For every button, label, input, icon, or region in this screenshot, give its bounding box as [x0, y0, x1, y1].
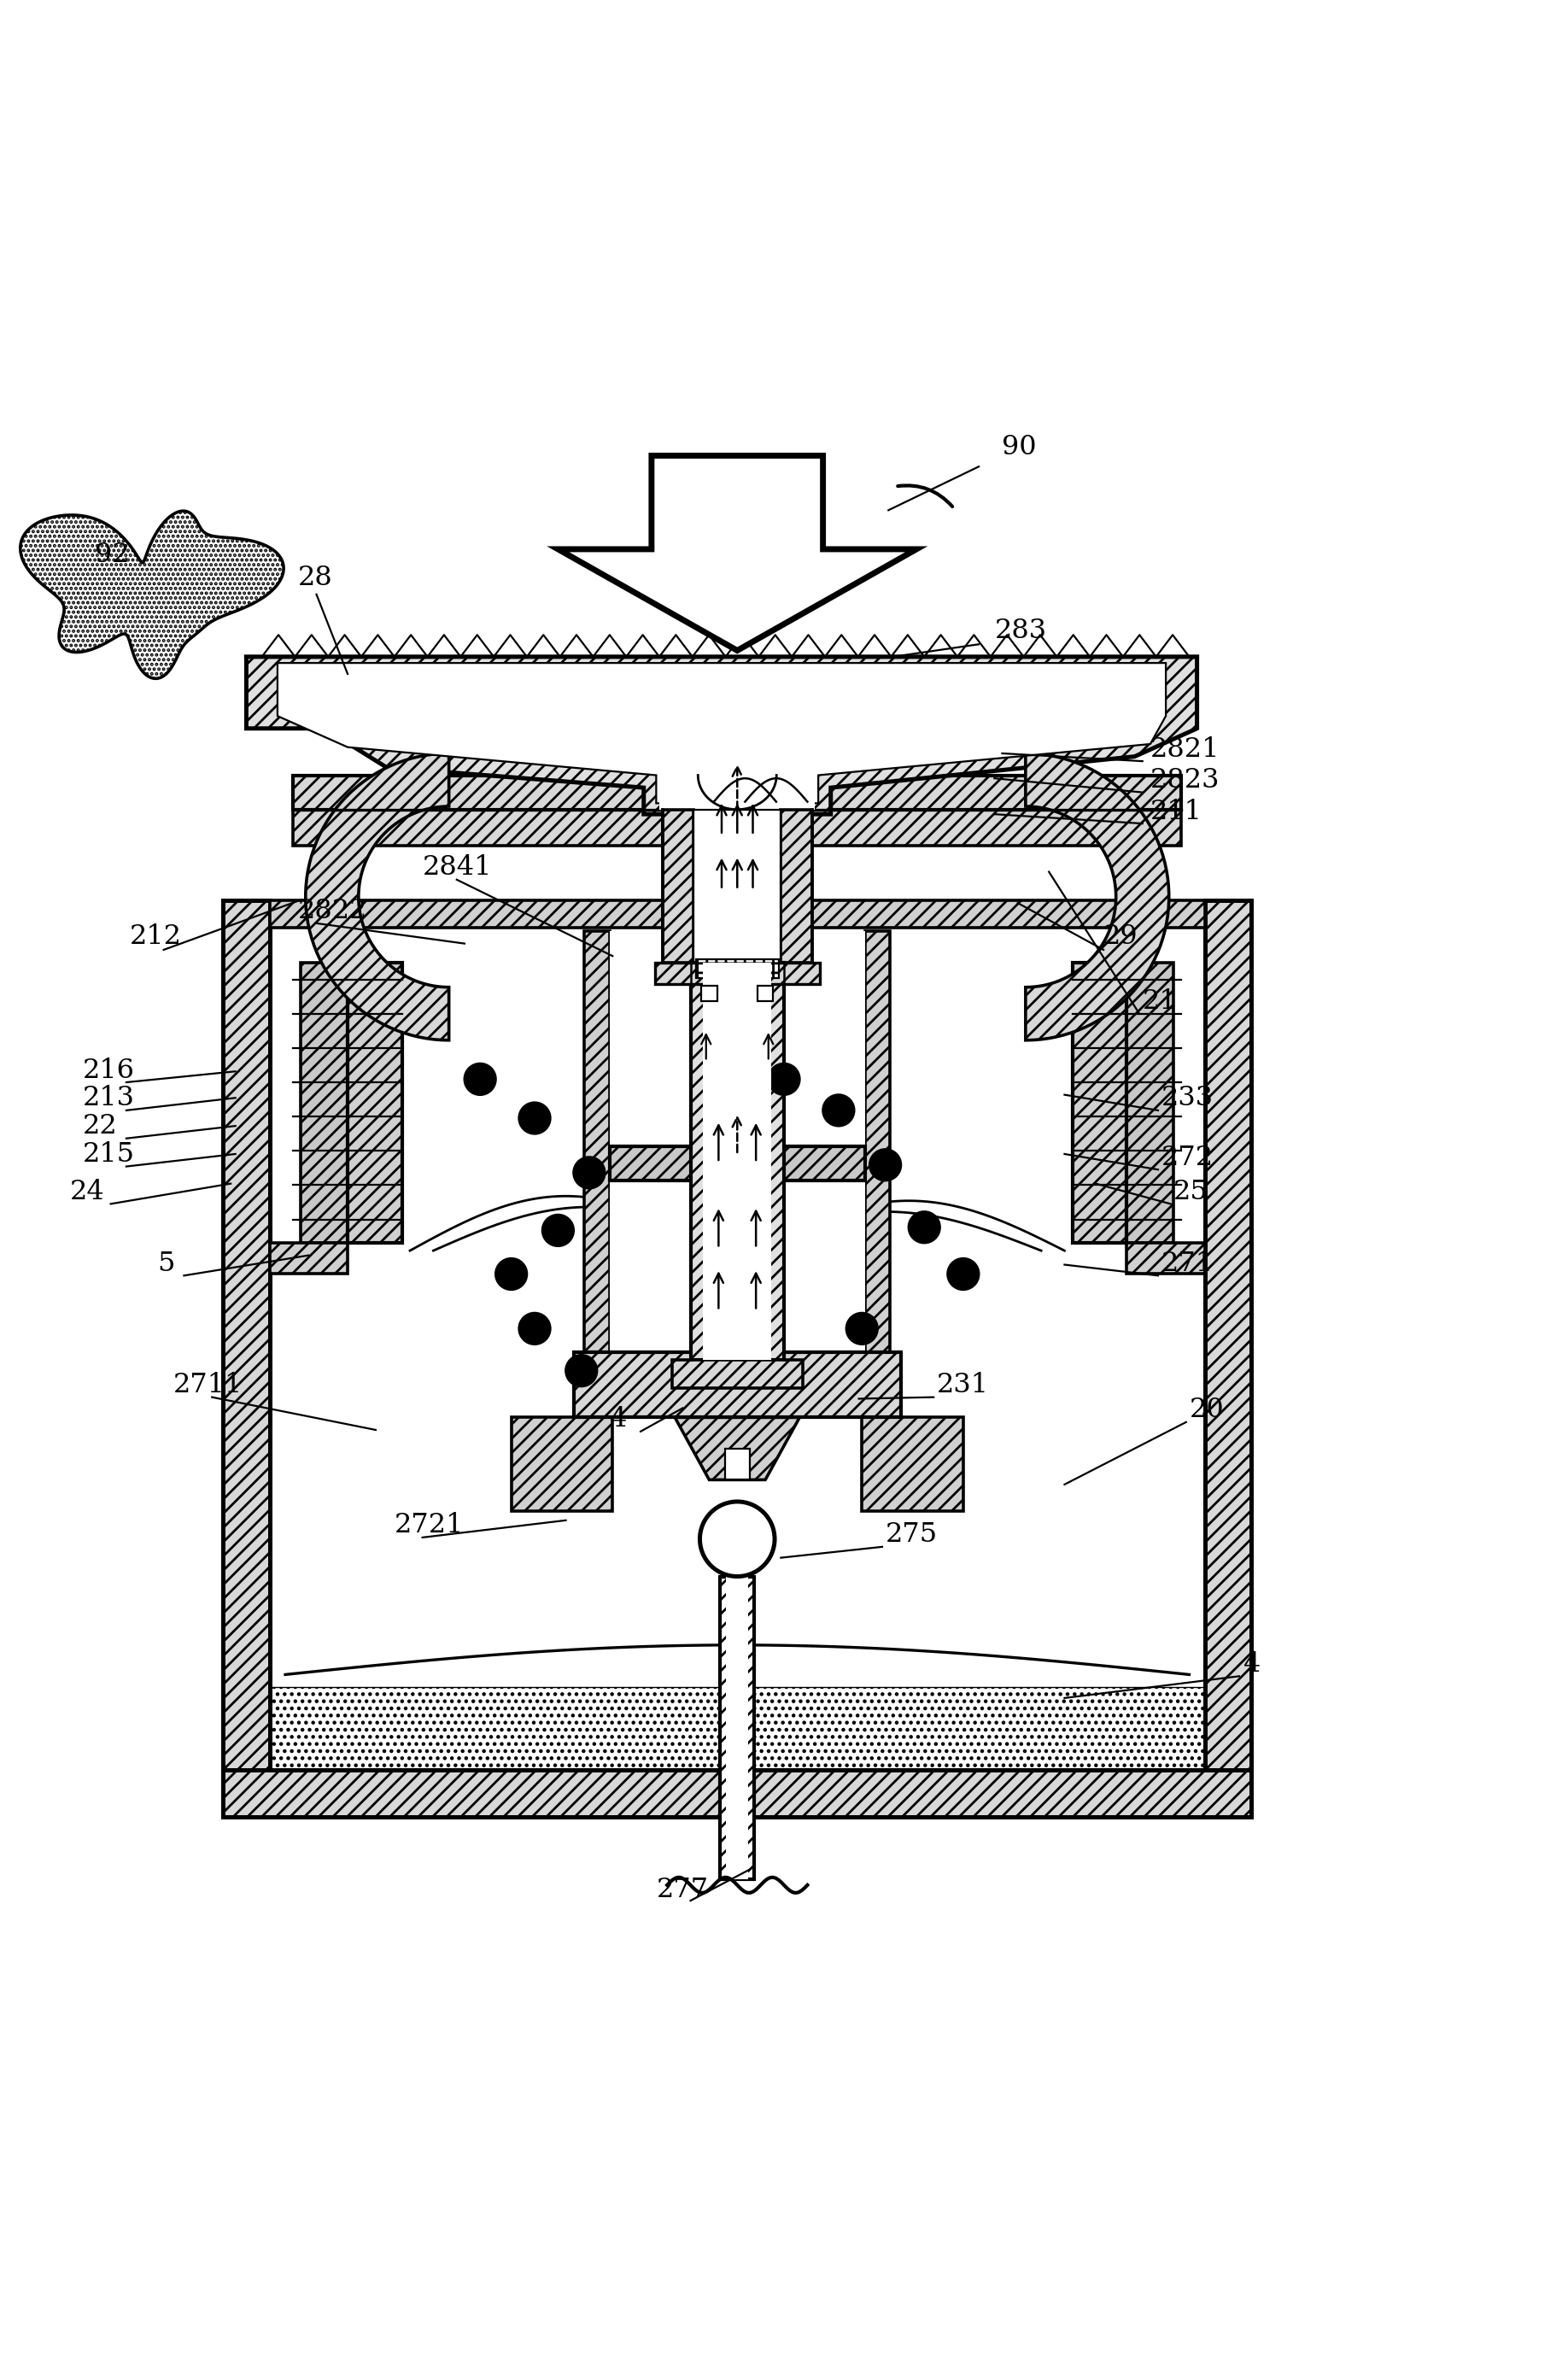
Text: 271: 271	[1162, 1251, 1214, 1277]
Polygon shape	[306, 753, 448, 1041]
Polygon shape	[781, 810, 812, 963]
Polygon shape	[293, 774, 1181, 810]
Text: 277: 277	[655, 1877, 709, 1903]
Text: 231: 231	[936, 1372, 989, 1398]
Bar	[724, 1450, 750, 1480]
Text: 2721: 2721	[395, 1513, 464, 1539]
Circle shape	[566, 1355, 597, 1386]
Text: 2841: 2841	[422, 855, 492, 881]
Text: 216: 216	[83, 1058, 135, 1084]
Polygon shape	[278, 663, 1167, 803]
Text: 92: 92	[96, 541, 130, 567]
Polygon shape	[862, 1417, 963, 1511]
Polygon shape	[1073, 963, 1127, 1242]
Text: 2823: 2823	[1151, 767, 1220, 793]
Text: 275: 275	[886, 1520, 938, 1549]
Polygon shape	[270, 900, 1204, 928]
Circle shape	[823, 1096, 855, 1126]
Circle shape	[870, 1150, 902, 1180]
Circle shape	[519, 1313, 550, 1343]
Polygon shape	[720, 1577, 754, 1879]
Circle shape	[574, 1157, 605, 1188]
Text: 213: 213	[83, 1086, 135, 1112]
Polygon shape	[1204, 900, 1251, 1771]
Circle shape	[768, 1062, 800, 1096]
Bar	[610, 930, 866, 1376]
Polygon shape	[223, 900, 270, 1771]
Circle shape	[519, 1103, 550, 1133]
Bar	[726, 1577, 748, 1879]
Polygon shape	[246, 656, 1196, 815]
Text: 21: 21	[1143, 989, 1178, 1015]
Text: 212: 212	[130, 923, 182, 949]
Bar	[659, 730, 815, 810]
Text: 272: 272	[1162, 1145, 1214, 1171]
Circle shape	[847, 1313, 878, 1343]
Polygon shape	[301, 963, 401, 1242]
Text: 24: 24	[71, 1178, 105, 1204]
Text: 211: 211	[1151, 798, 1203, 824]
Polygon shape	[662, 810, 693, 963]
Polygon shape	[1127, 1242, 1204, 1275]
Bar	[696, 959, 779, 977]
Circle shape	[947, 1258, 978, 1289]
Polygon shape	[558, 456, 916, 652]
Text: 22: 22	[83, 1114, 118, 1140]
Text: 90: 90	[1002, 434, 1036, 460]
Bar	[270, 1688, 1204, 1771]
Circle shape	[495, 1258, 527, 1289]
Polygon shape	[674, 1417, 800, 1480]
Text: 233: 233	[1162, 1086, 1214, 1112]
Text: 20: 20	[1189, 1398, 1225, 1424]
Polygon shape	[574, 1353, 902, 1417]
Text: 28: 28	[298, 564, 332, 590]
Bar	[757, 985, 773, 1001]
Text: 283: 283	[994, 619, 1046, 645]
Polygon shape	[270, 1242, 348, 1275]
Polygon shape	[690, 963, 784, 1360]
Circle shape	[464, 1062, 495, 1096]
Polygon shape	[1073, 963, 1173, 1242]
Polygon shape	[20, 510, 284, 678]
Text: 4: 4	[610, 1407, 627, 1433]
Polygon shape	[223, 1771, 1251, 1816]
Text: 29: 29	[1104, 923, 1138, 949]
Bar	[701, 985, 717, 1001]
Text: 25: 25	[1173, 1178, 1209, 1204]
Polygon shape	[293, 810, 662, 845]
Polygon shape	[1025, 753, 1168, 1041]
Polygon shape	[610, 1145, 866, 1180]
Bar	[702, 963, 771, 1360]
Circle shape	[699, 1502, 775, 1577]
Circle shape	[543, 1216, 574, 1247]
Polygon shape	[655, 963, 820, 985]
Polygon shape	[511, 1417, 613, 1511]
Text: 4: 4	[1243, 1650, 1261, 1679]
Text: 2821: 2821	[1151, 737, 1220, 763]
Polygon shape	[812, 810, 1181, 845]
Circle shape	[909, 1211, 939, 1242]
Text: 215: 215	[83, 1140, 135, 1169]
Polygon shape	[866, 930, 891, 1376]
Polygon shape	[585, 930, 610, 1376]
Polygon shape	[671, 1360, 803, 1388]
Polygon shape	[348, 963, 401, 1242]
Text: 2822: 2822	[298, 897, 367, 926]
Text: 2711: 2711	[172, 1372, 243, 1398]
Bar	[693, 810, 781, 963]
Text: 5: 5	[157, 1251, 176, 1277]
